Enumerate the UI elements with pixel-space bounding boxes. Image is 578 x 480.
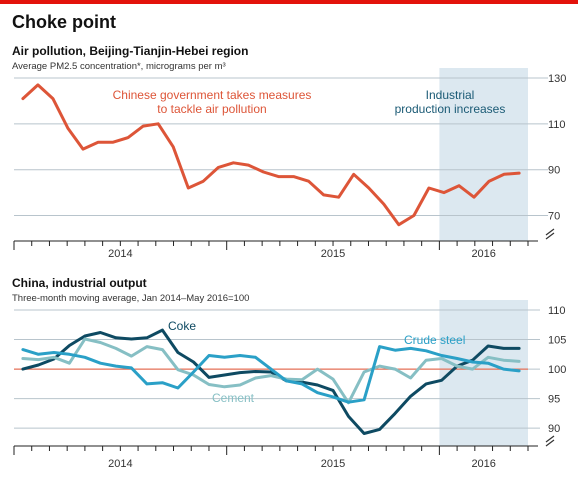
y-tick-label-70: 70 xyxy=(548,211,560,223)
y-tick-label-110: 110 xyxy=(548,305,566,317)
title-accent-bar xyxy=(0,0,578,4)
legend-coke-label: Coke xyxy=(168,319,196,333)
x-tick-label-2016: 2016 xyxy=(471,458,495,470)
x-tick-label-2014: 2014 xyxy=(108,248,132,260)
axis-break-stroke-lower xyxy=(545,232,555,240)
y-tick-label-95: 95 xyxy=(548,394,560,406)
x-tick-label-2016: 2016 xyxy=(471,248,495,260)
panel1-series xyxy=(21,83,521,227)
series-line-coke xyxy=(21,328,521,435)
panel-air-pollution: Air pollution, Beijing-Tianjin-Hebei reg… xyxy=(12,44,566,260)
panel2-x-axis xyxy=(13,445,538,455)
x-tick-label-2015: 2015 xyxy=(321,248,345,260)
panel1-axis-break-icon xyxy=(545,228,555,240)
legend-cement-label: Cement xyxy=(212,391,255,405)
chart-title: Choke point xyxy=(12,12,116,32)
x-tick-label-2014: 2014 xyxy=(108,458,132,470)
panel1-title: Air pollution, Beijing-Tianjin-Hebei reg… xyxy=(12,44,248,58)
series-line-crude-steel xyxy=(21,345,521,404)
panel-industrial-output: China, industrial output Three-month mov… xyxy=(12,276,566,470)
axis-break-stroke-lower xyxy=(545,439,555,447)
panel1-gridlines xyxy=(14,77,548,217)
panel2-axis-break-icon xyxy=(545,435,555,447)
series-line-cement xyxy=(21,337,521,405)
y-tick-label-90: 90 xyxy=(548,165,560,177)
y-tick-label-105: 105 xyxy=(548,335,566,347)
panel2-y-tick-labels: 90 95 100 105 110 xyxy=(548,305,566,435)
x-tick-label-2015: 2015 xyxy=(321,458,345,470)
panel1-x-axis xyxy=(13,240,538,250)
annotation-industrial-line1: Industrial xyxy=(426,88,475,102)
panel2-subtitle: Three-month moving average, Jan 2014–May… xyxy=(12,293,249,304)
axis-break-stroke-upper xyxy=(545,435,555,443)
axis-break-stroke-upper xyxy=(545,228,555,236)
annotation-industrial-line2: production increases xyxy=(395,102,506,116)
series-line-panel1-0 xyxy=(21,83,521,227)
panel1-x-tick-labels: 2014 2015 2016 xyxy=(108,248,496,260)
annotation-government-line2: to tackle air pollution xyxy=(157,102,266,116)
panel1-shaded-period xyxy=(439,68,528,241)
panel2-series xyxy=(21,328,521,435)
annotation-government-line1: Chinese government takes measures xyxy=(113,88,312,102)
panel2-shaded-period xyxy=(439,300,528,446)
y-tick-label-90: 90 xyxy=(548,423,560,435)
panel1-y-tick-labels: 70 90 110 130 xyxy=(548,73,566,223)
panel1-subtitle: Average PM2.5 concentration*, micrograms… xyxy=(12,61,226,72)
y-tick-label-130: 130 xyxy=(548,73,566,85)
panel2-x-tick-labels: 2014 2015 2016 xyxy=(108,458,496,470)
panel2-title: China, industrial output xyxy=(12,276,147,290)
y-tick-label-100: 100 xyxy=(548,364,566,376)
legend-crude-steel-label: Crude steel xyxy=(404,333,465,347)
y-tick-label-110: 110 xyxy=(548,119,566,131)
